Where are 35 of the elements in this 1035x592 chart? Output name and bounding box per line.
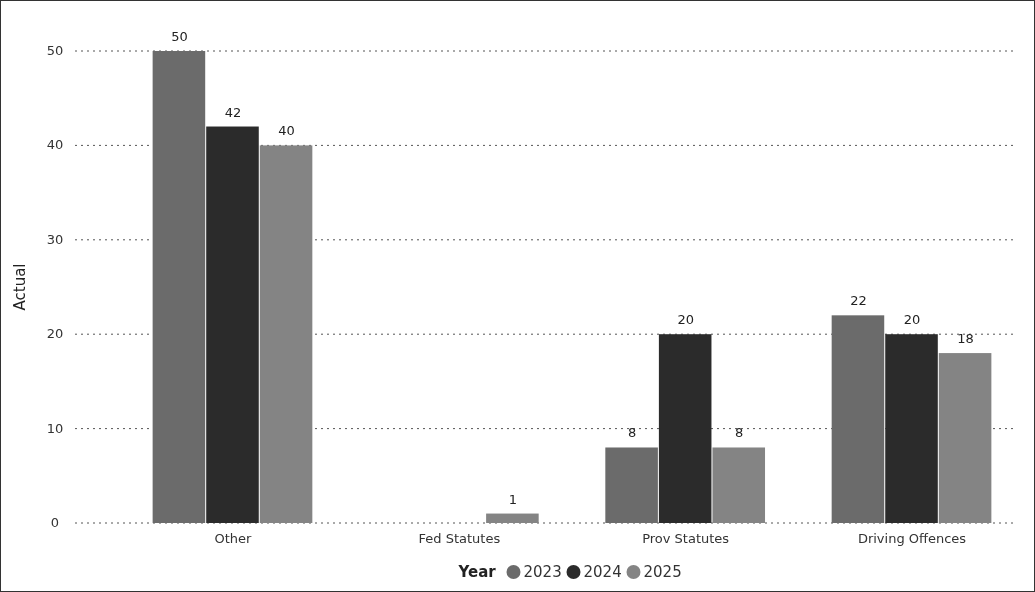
y-tick-label: 10 — [46, 420, 64, 436]
y-axis-title: Actual — [11, 263, 29, 311]
data-label: 40 — [278, 123, 295, 139]
bar — [658, 334, 712, 523]
bar — [712, 447, 766, 523]
bar — [206, 126, 259, 523]
data-label: 8 — [735, 425, 744, 441]
y-tick-label: 50 — [46, 43, 64, 58]
bar — [831, 315, 885, 523]
data-label: 1 — [508, 491, 518, 507]
x-tick-label: Fed Statutes — [418, 531, 501, 546]
x-tick-label: Driving Offences — [857, 531, 967, 546]
legend-label: 2023 — [523, 563, 562, 581]
legend-label: 2024 — [583, 563, 622, 581]
data-label: 20 — [677, 312, 694, 328]
legend-title: Year — [457, 563, 497, 581]
y-tick-label: 30 — [46, 231, 64, 247]
data-label: 50 — [171, 29, 188, 44]
data-label: 22 — [850, 293, 867, 309]
bar — [885, 334, 938, 523]
y-tick-label: 0 — [50, 515, 60, 530]
bar — [938, 353, 992, 523]
data-label: 8 — [627, 425, 637, 441]
y-tick-label: 20 — [46, 326, 64, 342]
x-tick-label: Other — [214, 531, 253, 546]
bar — [605, 447, 658, 523]
x-tick-label: Prov Statutes — [642, 531, 730, 546]
y-tick-label: 40 — [46, 137, 64, 153]
bar — [152, 51, 206, 523]
legend-label: 2025 — [643, 563, 682, 581]
data-label: 18 — [957, 331, 974, 347]
bar — [486, 513, 539, 523]
bar — [259, 145, 313, 523]
data-label: 42 — [224, 104, 242, 120]
data-label: 20 — [903, 312, 921, 328]
